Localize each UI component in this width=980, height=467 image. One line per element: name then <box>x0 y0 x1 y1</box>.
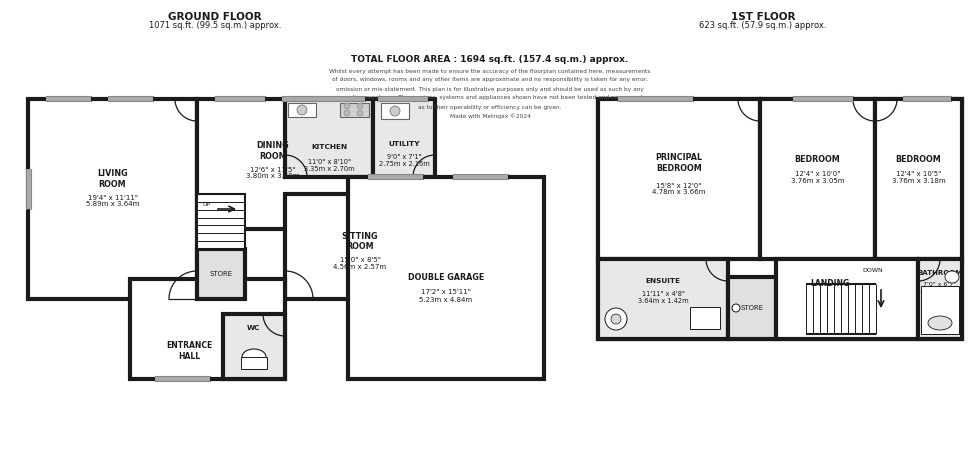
Bar <box>598 259 728 339</box>
Bar <box>108 96 153 101</box>
Bar <box>155 376 210 381</box>
Bar <box>241 357 267 369</box>
Circle shape <box>344 103 350 109</box>
Circle shape <box>390 106 400 116</box>
Ellipse shape <box>928 316 952 330</box>
Bar <box>776 259 918 339</box>
Circle shape <box>605 308 627 330</box>
Bar <box>285 99 373 177</box>
Circle shape <box>357 110 363 116</box>
Bar <box>368 174 423 179</box>
Text: BEDROOM: BEDROOM <box>896 156 942 164</box>
Text: 17'2" x 15'11"
5.23m x 4.84m: 17'2" x 15'11" 5.23m x 4.84m <box>419 290 472 303</box>
Bar <box>598 99 760 259</box>
Text: LANDING: LANDING <box>810 278 850 288</box>
Text: BEDROOM: BEDROOM <box>795 156 841 164</box>
Bar <box>728 277 776 339</box>
Text: 11'11" x 4'8"
3.64m x 1.42m: 11'11" x 4'8" 3.64m x 1.42m <box>638 291 688 304</box>
Bar <box>760 99 875 259</box>
Bar <box>618 96 693 101</box>
Circle shape <box>344 110 350 116</box>
Bar <box>46 96 91 101</box>
Text: 623 sq.ft. (57.9 sq.m.) approx.: 623 sq.ft. (57.9 sq.m.) approx. <box>700 21 827 30</box>
Bar <box>598 99 962 339</box>
Text: STORE: STORE <box>741 305 763 311</box>
Text: DINING
ROOM: DINING ROOM <box>257 142 289 161</box>
Text: BATHROOM: BATHROOM <box>917 269 962 276</box>
Text: STORE: STORE <box>210 271 232 277</box>
Bar <box>373 99 435 177</box>
Text: 12'6" x 11'5"
3.80m x 3.49m: 12'6" x 11'5" 3.80m x 3.49m <box>246 167 300 179</box>
Text: TOTAL FLOOR AREA : 1694 sq.ft. (157.4 sq.m.) approx.: TOTAL FLOOR AREA : 1694 sq.ft. (157.4 sq… <box>352 56 628 64</box>
Circle shape <box>611 314 621 324</box>
Text: prospective purchaser. The services, systems and appliances shown have not been : prospective purchaser. The services, sys… <box>329 95 651 100</box>
Bar <box>921 286 959 334</box>
Text: LIVING
ROOM: LIVING ROOM <box>97 170 127 189</box>
Text: SITTING
ROOM: SITTING ROOM <box>342 232 378 251</box>
Circle shape <box>732 304 740 312</box>
Text: 1071 sq.ft. (99.5 sq.m.) approx.: 1071 sq.ft. (99.5 sq.m.) approx. <box>149 21 281 30</box>
Bar <box>453 174 508 179</box>
Text: ENSUITE: ENSUITE <box>646 278 680 284</box>
Text: DOWN: DOWN <box>862 269 883 274</box>
Bar <box>282 96 322 101</box>
Text: GROUND FLOOR: GROUND FLOOR <box>169 12 262 22</box>
Bar <box>381 103 409 119</box>
Text: 1ST FLOOR: 1ST FLOOR <box>731 12 795 22</box>
Bar <box>197 99 349 229</box>
Bar <box>28 99 197 299</box>
Bar <box>130 279 285 379</box>
Text: as to their operability or efficiency can be given.: as to their operability or efficiency ca… <box>418 105 562 109</box>
Text: 7'0" x 6'7"
2.13m x 2.01m: 7'0" x 6'7" 2.13m x 2.01m <box>916 282 963 293</box>
Text: 12'4" x 10'0"
3.76m x 3.05m: 12'4" x 10'0" 3.76m x 3.05m <box>791 171 844 184</box>
Text: KITCHEN: KITCHEN <box>311 144 347 150</box>
Bar <box>290 96 365 101</box>
Text: omission or mis-statement. This plan is for illustrative purposes only and shoul: omission or mis-statement. This plan is … <box>336 86 644 92</box>
Bar <box>793 96 853 101</box>
Bar <box>903 96 951 101</box>
Text: DOUBLE GARAGE: DOUBLE GARAGE <box>408 274 484 283</box>
Circle shape <box>357 103 363 109</box>
Bar <box>340 103 369 117</box>
Text: 15'0" x 8'5"
4.56m x 2.57m: 15'0" x 8'5" 4.56m x 2.57m <box>333 257 386 270</box>
Bar <box>348 177 544 379</box>
Bar <box>288 103 316 117</box>
Ellipse shape <box>242 349 266 365</box>
Text: 19'4" x 11'11"
5.89m x 3.64m: 19'4" x 11'11" 5.89m x 3.64m <box>86 194 139 207</box>
Bar <box>197 249 245 299</box>
Bar <box>378 96 428 101</box>
Bar <box>875 99 962 259</box>
Bar <box>285 194 435 299</box>
Ellipse shape <box>945 271 959 283</box>
Text: 9'0" x 7'1"
2.75m x 2.16m: 9'0" x 7'1" 2.75m x 2.16m <box>378 154 429 167</box>
Text: UP: UP <box>203 201 211 206</box>
Bar <box>918 259 962 339</box>
Text: 11'0" x 8'10"
3.35m x 2.70m: 11'0" x 8'10" 3.35m x 2.70m <box>304 159 355 172</box>
Text: Made with Metropix ©2024: Made with Metropix ©2024 <box>450 113 530 119</box>
Circle shape <box>297 105 307 115</box>
Text: PRINCIPAL
BEDROOM: PRINCIPAL BEDROOM <box>656 153 703 173</box>
Bar <box>26 169 31 209</box>
Text: of doors, windows, rooms and any other items are approximate and no responsibili: of doors, windows, rooms and any other i… <box>332 78 648 83</box>
Text: Whilst every attempt has been made to ensure the accuracy of the floorplan conta: Whilst every attempt has been made to en… <box>329 69 651 73</box>
Text: 15'8" x 12'0"
4.78m x 3.66m: 15'8" x 12'0" 4.78m x 3.66m <box>653 183 706 196</box>
Text: 12'4" x 10'5"
3.76m x 3.18m: 12'4" x 10'5" 3.76m x 3.18m <box>892 171 946 184</box>
Bar <box>223 314 285 379</box>
Text: ENTRANCE
HALL: ENTRANCE HALL <box>166 341 212 361</box>
Text: WC: WC <box>247 325 261 331</box>
Bar <box>690 307 720 329</box>
Bar <box>197 194 245 249</box>
Bar <box>215 96 265 101</box>
Text: UTILITY: UTILITY <box>388 141 419 147</box>
